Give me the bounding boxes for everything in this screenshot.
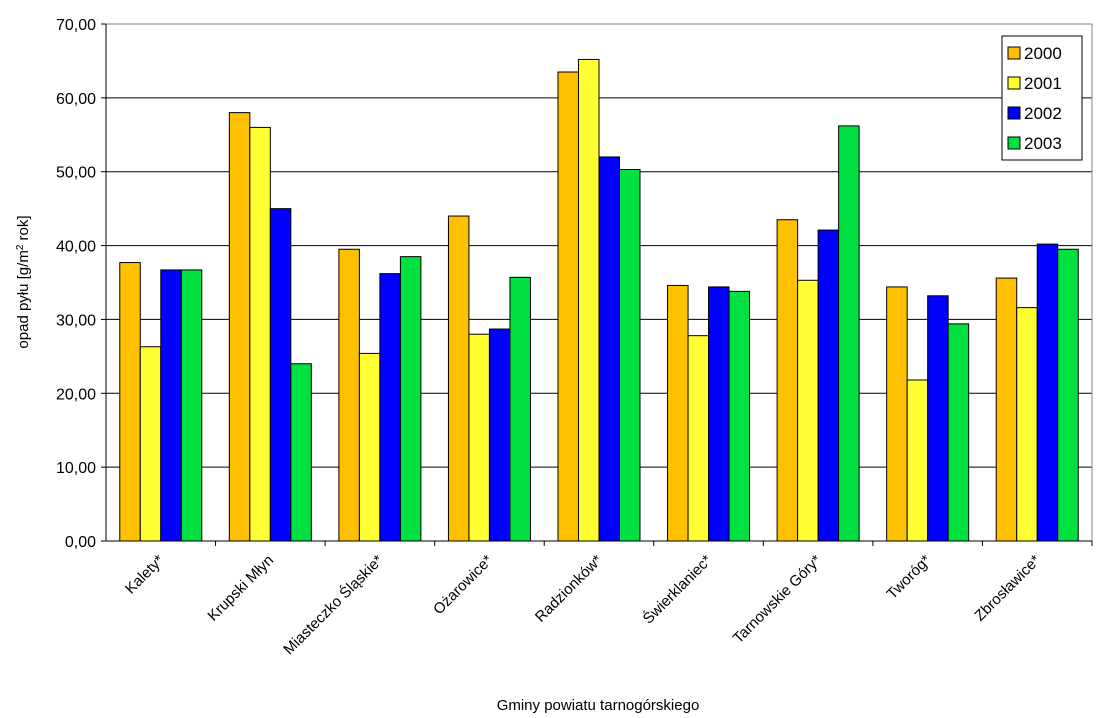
legend-label: 2002	[1024, 104, 1062, 123]
bar	[667, 284, 689, 542]
bar	[708, 286, 730, 542]
bar	[1036, 243, 1059, 542]
bar	[379, 273, 401, 542]
bar	[180, 269, 203, 542]
y-tick-label: 30,00	[56, 312, 96, 329]
bar	[886, 286, 908, 542]
x-tick-label: Tarnowskie Góry*	[730, 552, 825, 647]
y-tick-label: 40,00	[56, 239, 96, 256]
bar	[290, 363, 312, 542]
bar	[817, 229, 840, 542]
bar	[995, 277, 1018, 542]
bar	[447, 215, 470, 542]
y-tick-label: 60,00	[56, 91, 96, 108]
x-tick-label: Tworóg*	[884, 552, 935, 603]
bar	[399, 256, 422, 542]
y-tick-labels: 0,00 10,00 20,00 30,00 40,00 50,00 60,00 70,00	[56, 17, 96, 551]
x-tick-label: Kalety*	[122, 552, 168, 598]
bar	[338, 248, 360, 542]
x-tick-labels: Kalety* Krupski Młyn Miasteczko Śląskie* Oż…	[122, 551, 1044, 658]
bar	[139, 346, 162, 542]
x-tick-label: Miasteczko Śląskie*	[280, 551, 387, 658]
y-tick-label: 70,00	[56, 17, 96, 34]
y-axis-label-main: opad pyłu [g/m	[15, 250, 32, 348]
bar	[598, 156, 620, 542]
bar	[119, 262, 141, 542]
bar	[906, 379, 929, 542]
y-axis-label-tail: rok]	[15, 215, 32, 244]
bar	[358, 352, 381, 542]
bar	[1016, 307, 1038, 542]
bar	[269, 208, 292, 542]
y-axis-label: opad pyłu [g/m2 rok]	[15, 215, 33, 348]
bar	[557, 71, 579, 542]
y-axis-label-superscript: 2	[15, 244, 26, 250]
bar	[578, 58, 600, 542]
x-tick-label: Zbrosławice*	[971, 552, 1044, 625]
bar	[509, 276, 531, 542]
x-axis-label: Gminy powiatu tarnogórskiego	[497, 697, 700, 714]
y-tick-label: 20,00	[56, 386, 96, 403]
legend-swatch	[1007, 136, 1021, 150]
legend-swatch	[1007, 76, 1021, 90]
x-tick-label: Ożarowice*	[430, 552, 496, 618]
legend-label: 2001	[1024, 74, 1062, 93]
legend-swatch	[1007, 46, 1021, 60]
bar	[687, 335, 710, 542]
x-tick-label: Radzionków*	[532, 552, 606, 626]
legend-swatch	[1007, 106, 1021, 120]
bar	[838, 125, 860, 542]
legend: 2000 2001 2002 2003	[1001, 35, 1083, 161]
bar	[797, 279, 819, 542]
y-tick-label: 0,00	[65, 534, 96, 551]
bar	[249, 126, 271, 542]
y-tick-label: 10,00	[56, 460, 96, 477]
legend-label: 2000	[1024, 44, 1062, 63]
bar	[488, 328, 511, 542]
axes	[101, 23, 1093, 546]
x-tick-label: Krupski Młyn	[204, 552, 277, 625]
bars	[119, 58, 1079, 542]
bar	[160, 269, 182, 542]
x-tick-label: Świerklaniec*	[639, 551, 716, 628]
bar	[619, 168, 641, 542]
bar	[776, 219, 799, 542]
bar	[1057, 248, 1079, 542]
legend-label: 2003	[1024, 134, 1062, 153]
bar	[927, 295, 949, 542]
bar	[228, 112, 251, 542]
y-tick-label: 50,00	[56, 165, 96, 182]
bar	[728, 290, 751, 542]
bar	[947, 323, 970, 542]
bar	[468, 333, 490, 542]
